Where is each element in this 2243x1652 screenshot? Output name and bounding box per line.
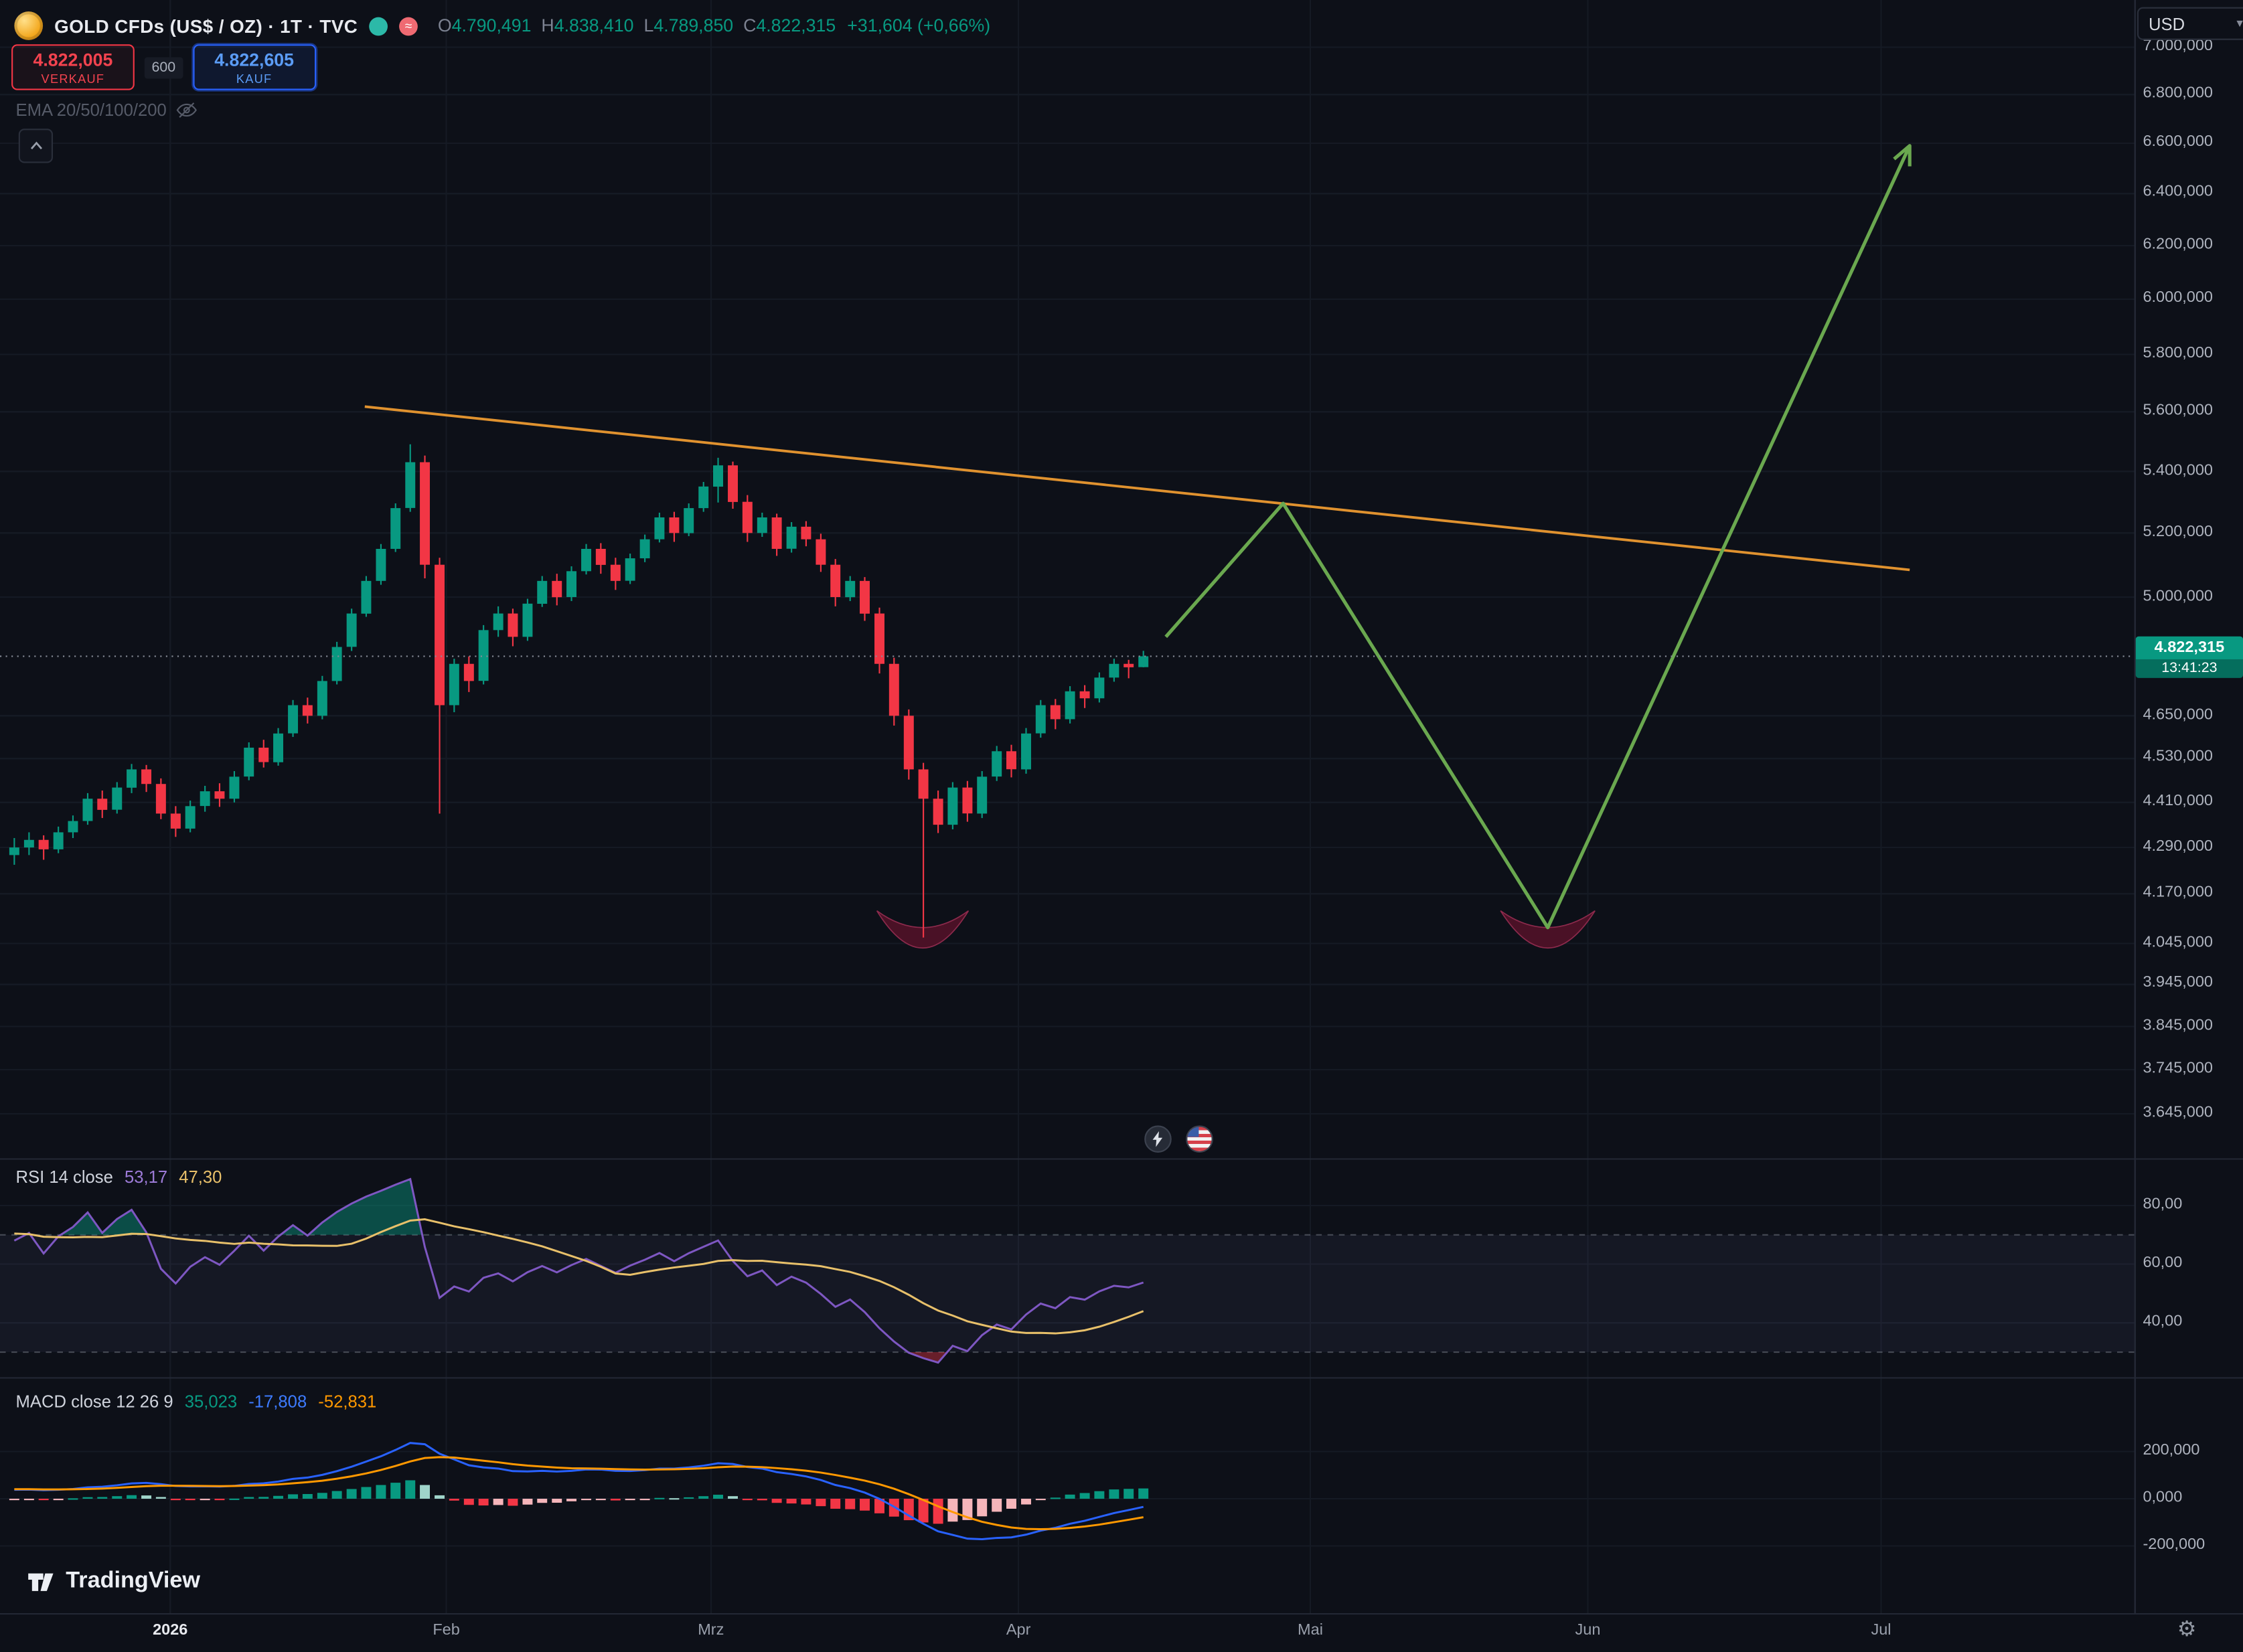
close-label: C [743,15,757,36]
tradingview-logo[interactable]: TradingView [25,1566,200,1596]
bar-countdown: 13:41:23 [2135,659,2243,678]
open-value: 4.790,491 [451,15,532,36]
price-axis-label: 4.290,000 [2143,837,2214,855]
low-value: 4.789,850 [653,15,734,36]
price-axis-label: 3.845,000 [2143,1016,2214,1034]
time-axis-label: 2026 [153,1621,188,1639]
gold-symbol-icon [14,11,44,40]
price-axis-label: 4.045,000 [2143,933,2214,951]
approx-glyph [405,19,412,32]
price-axis-label: 3.645,000 [2143,1103,2214,1121]
time-axis-label: Mrz [698,1621,724,1639]
eye-off-icon[interactable] [177,102,198,119]
settings-gear-icon[interactable] [2177,1616,2197,1641]
price-axis-label: 3.745,000 [2143,1059,2214,1077]
spread-value: 600 [144,56,183,78]
lightning-icon [1152,1131,1163,1147]
price-axis-label: 6.000,000 [2143,288,2214,307]
time-axis-label: Jun [1575,1621,1601,1639]
buy-label: KAUF [236,71,273,86]
sell-price: 4.822,005 [33,50,113,70]
chevron-down-icon [2236,16,2243,32]
time-axis[interactable]: 2026 Feb Mrz Apr Mai Jun Jul [0,1613,2243,1652]
price-axis-label: 4.410,000 [2143,792,2214,810]
macd-line-value: -17,808 [248,1391,307,1412]
price-axis-label: 5.800,000 [2143,344,2214,362]
rsi-indicator-legend[interactable]: RSI 14 close 53,17 47,30 [16,1167,222,1187]
symbol-title[interactable]: GOLD CFDs (US$ / OZ) · 1T · TVC [54,15,358,37]
currency-dropdown[interactable]: USD [2137,7,2243,40]
time-axis-label: Feb [433,1621,460,1639]
macd-axis-label: 0,000 [2143,1489,2183,1506]
last-price-value: 4.822,315 [2154,639,2225,657]
rsi-axis-label: 60,00 [2143,1254,2183,1272]
price-axis[interactable]: 7.000,000 6.800,000 6.600,000 6.400,000 6.20… [2140,0,2240,1613]
macd-title: MACD close 12 26 9 [15,1391,173,1412]
close-value: 4.822,315 [756,15,836,36]
price-axis-label: 6.800,000 [2143,84,2214,102]
low-label: L [643,15,654,36]
change-value: +31,604 (+0,66%) [847,15,991,36]
trade-panel: 4.822,005 VERKAUF 600 4.822,605 KAUF [11,44,316,90]
macd-signal-value: -52,831 [318,1391,377,1412]
macd-hist-value: 35,023 [184,1391,238,1412]
rsi-title: RSI 14 close [15,1167,113,1187]
buy-button[interactable]: 4.822,605 KAUF [192,44,316,90]
ohlc-readout: O4.790,491 H4.838,410 L4.789,850 C4.822,… [438,16,836,36]
open-label: O [437,15,452,36]
ema-label: EMA 20/50/100/200 [15,100,167,120]
price-axis-label: 5.400,000 [2143,461,2214,479]
price-axis-label: 6.400,000 [2143,183,2214,201]
collapse-legend-button[interactable] [18,129,54,163]
currency-value: USD [2148,13,2185,34]
macd-indicator-legend[interactable]: MACD close 12 26 9 35,023 -17,808 -52,83… [16,1392,377,1412]
time-axis-label: Jul [1871,1621,1891,1639]
macd-axis-label: 200,000 [2143,1441,2200,1459]
buy-price: 4.822,605 [214,50,295,70]
sell-label: VERKAUF [41,71,105,86]
approx-data-icon[interactable] [399,16,418,35]
rsi-ma-value: 47,30 [179,1167,222,1187]
high-value: 4.838,410 [554,15,634,36]
ema-indicator-legend[interactable]: EMA 20/50/100/200 [16,100,198,120]
price-axis-label: 6.600,000 [2143,133,2214,151]
flag-canton [1187,1127,1199,1137]
market-status-dot-icon[interactable] [369,16,388,35]
price-axis-label: 5.600,000 [2143,402,2214,419]
rsi-value: 53,17 [124,1167,168,1187]
chevron-up-icon [29,141,42,150]
us-flag-event-icon[interactable] [1186,1125,1213,1153]
sell-button[interactable]: 4.822,005 VERKAUF [11,44,135,90]
tradingview-logo-icon [28,1573,54,1591]
brand-name: TradingView [66,1568,201,1592]
high-label: H [541,15,554,36]
time-axis-label: Apr [1006,1621,1031,1639]
price-axis-label: 4.650,000 [2143,706,2214,723]
macd-axis-label: -200,000 [2143,1536,2206,1554]
price-axis-label: 4.170,000 [2143,884,2214,901]
price-axis-label: 5.000,000 [2143,587,2214,604]
last-price-badge: 4.822,315 13:41:23 [2135,636,2243,678]
economic-event-icon[interactable] [1144,1125,1172,1153]
symbol-header: GOLD CFDs (US$ / OZ) · 1T · TVC O4.790,4… [14,10,990,42]
rsi-axis-label: 80,00 [2143,1195,2183,1213]
price-axis-label: 4.530,000 [2143,748,2214,766]
time-axis-label: Mai [1298,1621,1323,1639]
price-axis-label: 3.945,000 [2143,974,2214,992]
rsi-axis-label: 40,00 [2143,1313,2183,1330]
price-axis-label: 6.200,000 [2143,235,2214,253]
price-axis-label: 5.200,000 [2143,523,2214,540]
